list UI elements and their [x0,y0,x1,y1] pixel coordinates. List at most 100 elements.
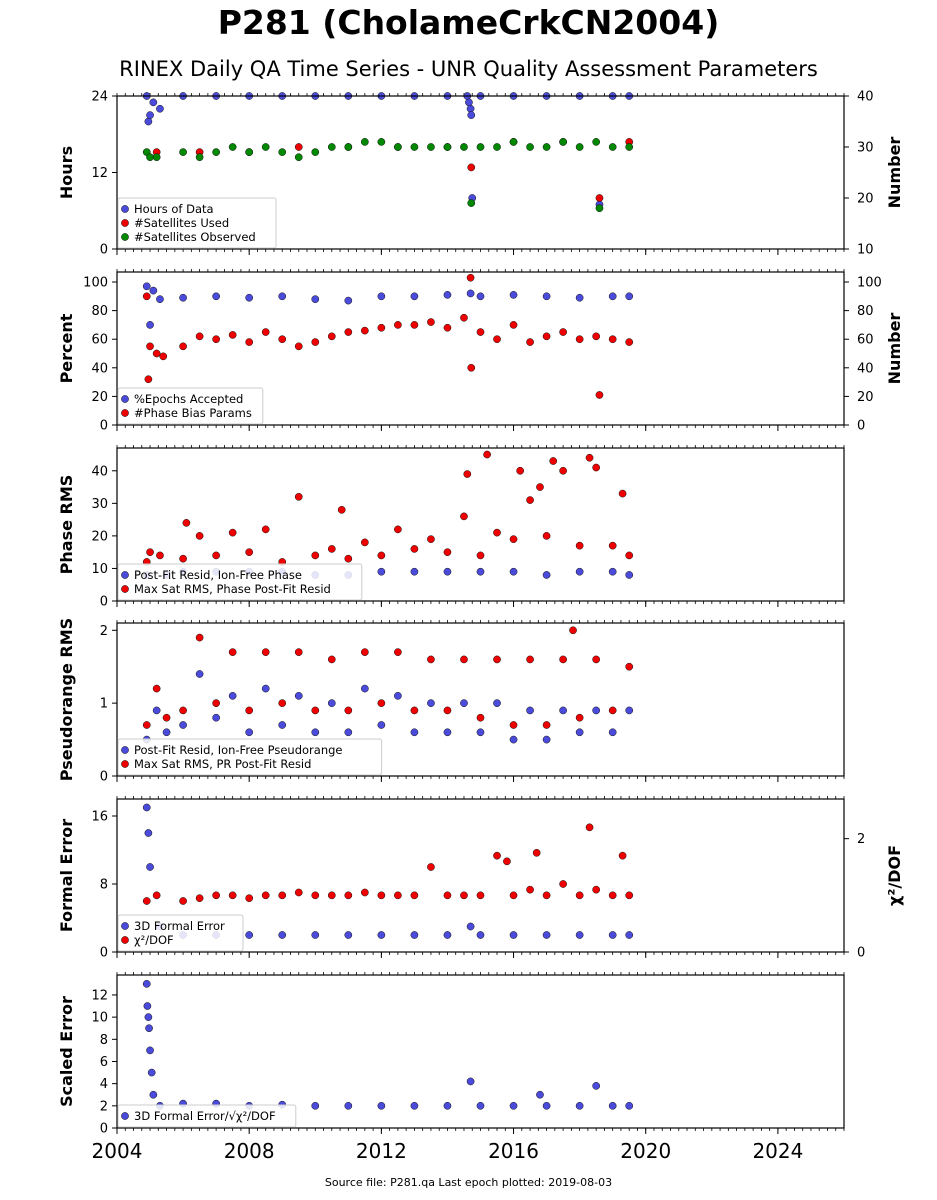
data-point [261,891,270,900]
data-point [542,1101,551,1110]
y-tick-label: 60 [91,333,108,348]
data-point [427,143,435,151]
y-tick-label: 0 [100,419,108,434]
legend: 3D Formal Error/√χ²/DOF [117,1104,297,1128]
data-point [327,699,336,707]
y-right-tick-label: 20 [857,390,874,405]
data-point [149,286,158,295]
data-point [625,662,634,671]
data-point [245,293,254,302]
data-point [344,296,353,305]
data-point [476,551,485,560]
y-right-tick-label: 10 [857,243,874,258]
data-point [608,706,617,715]
data-point [467,111,476,119]
legend-label: χ²/DOF [134,933,174,947]
data-point [228,891,237,900]
data-point [179,554,187,563]
data-point [618,851,627,860]
y-tick-label: 0 [100,595,108,610]
data-point [542,532,551,540]
y-right-tick-label: 30 [857,141,874,156]
data-point [156,295,164,304]
data-point [536,1090,544,1099]
data-point [142,803,151,812]
data-point [311,931,320,939]
y-tick-label: 24 [91,90,108,105]
data-point [144,1013,153,1021]
data-point [394,143,402,151]
data-point [228,528,237,537]
data-point [625,571,634,579]
data-point [228,692,237,700]
data-point [443,891,452,900]
data-point [327,545,336,553]
data-point [542,721,551,729]
data-point [245,706,254,715]
data-point [625,143,634,151]
data-point [410,545,419,553]
data-point [377,699,386,707]
legend-marker [121,205,129,213]
data-point [443,931,452,939]
legend-label: %Epochs Accepted [134,392,243,406]
plot-frame [116,95,845,250]
data-point [146,111,154,119]
data-point [278,931,287,939]
data-point [311,891,320,900]
y-tick-label: 0 [100,243,108,258]
legend-label: Post-Fit Resid, Ion-Free Pseudorange [134,743,342,757]
legend-marker [121,936,129,944]
data-point [410,931,419,939]
y-axis-label: Scaled Error [57,996,76,1107]
y-right-tick-label: 80 [857,304,874,319]
data-point [526,496,534,504]
data-point [625,551,634,560]
data-point [465,98,473,107]
data-point [592,706,601,715]
y-tick-label: 2 [100,1099,108,1114]
series-max-sat-rms-pr-post-fit-resid [142,626,634,729]
data-point [261,143,270,151]
data-point [245,728,254,737]
data-point [460,512,468,521]
legend-marker [121,219,129,227]
y-right-tick-label: 40 [857,361,874,376]
data-point [360,684,369,693]
data-point [575,567,584,576]
y-right-tick-label: 40 [857,90,874,105]
data-point [394,321,402,329]
data-point [278,721,287,729]
data-point [146,548,154,557]
data-point [569,626,577,635]
data-point [467,163,476,172]
data-point [526,655,534,664]
y-tick-label: 12 [91,988,108,1003]
panel-2: 0 20 40 60 80 100 0 20 40 60 80 100 Percent Number %Ep… [57,269,904,434]
data-point [608,567,617,576]
data-point [179,293,187,302]
data-point [493,699,501,707]
data-point [575,541,584,550]
data-point [245,148,254,156]
y-tick-label: 10 [91,562,108,577]
y-tick-label: 6 [100,1055,108,1070]
data-point [327,891,336,900]
y-tick-label: 1 [100,697,108,712]
data-point [463,470,472,478]
data-point [592,332,601,341]
data-point [146,321,154,329]
data-point [195,332,204,341]
data-point [526,885,534,894]
panel-3: 0 10 20 30 40 Phase RMS Post-Fit Resid, Ion-Fr… [57,445,845,610]
data-point [152,706,161,715]
plot-frame [116,622,845,777]
legend-box [117,1104,297,1128]
data-point [294,153,303,162]
data-point [245,338,254,346]
page-subtitle: RINEX Daily QA Time Series - UNR Quality… [119,57,818,81]
source-footer: Source file: P281.qa Last epoch plotted:… [324,1176,613,1189]
data-point [592,1082,601,1090]
